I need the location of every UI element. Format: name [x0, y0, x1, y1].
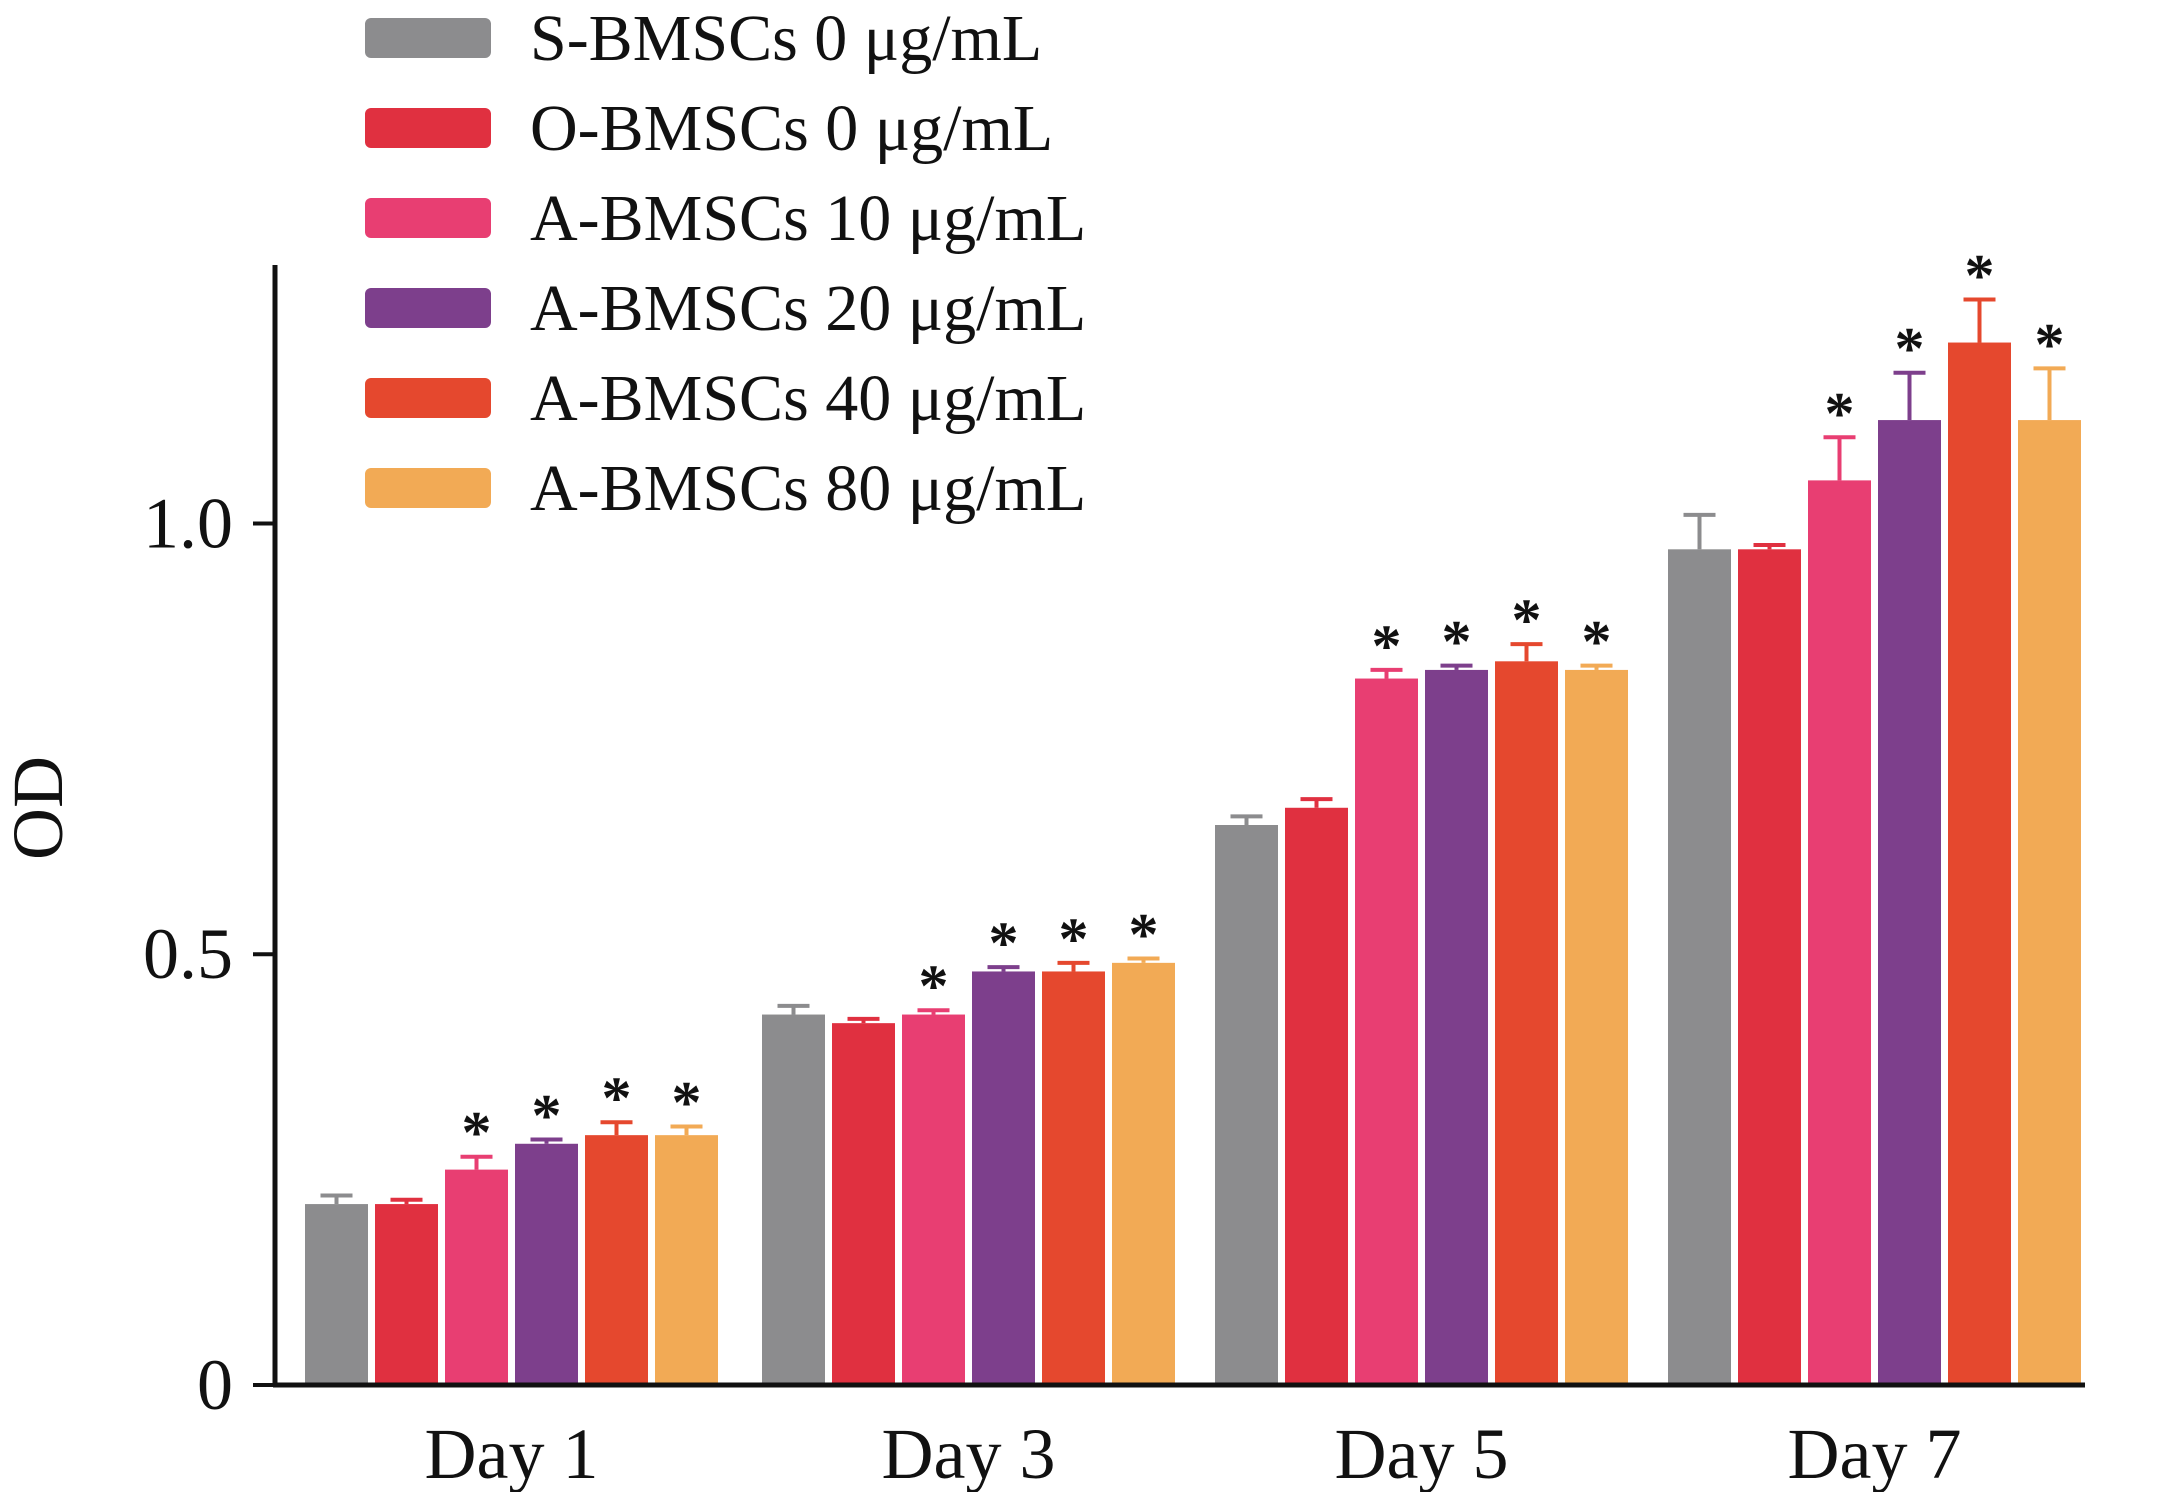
legend-swatch-o-bmscs-0-ug-ml: [365, 108, 491, 148]
x-tick-label: Day 7: [1788, 1414, 1962, 1492]
y-tick-label: 0.5: [143, 914, 233, 994]
bar-day-1-s-bmscs-0-ug-ml: [305, 1204, 368, 1385]
bar-day-1-a-bmscs-10-ug-ml: [445, 1169, 508, 1385]
legend-swatch-a-bmscs-80-ug-ml: [365, 468, 491, 508]
x-tick-label: Day 1: [425, 1414, 599, 1492]
legend-swatch-a-bmscs-20-ug-ml: [365, 288, 491, 328]
bar-day-7-a-bmscs-80-ug-ml: [2018, 420, 2081, 1386]
bar-day-5-a-bmscs-40-ug-ml: [1495, 661, 1558, 1385]
significance-marker: *: [1129, 902, 1159, 968]
y-axis: 0 0.5 1.0: [143, 265, 278, 1425]
significance-marker: *: [672, 1070, 702, 1136]
bar-day-5-a-bmscs-20-ug-ml: [1425, 669, 1488, 1385]
significance-marker: *: [989, 910, 1019, 976]
bar-day-1-o-bmscs-0-ug-ml: [375, 1204, 438, 1385]
significance-marker: *: [1582, 609, 1612, 675]
bar-day-7-s-bmscs-0-ug-ml: [1668, 549, 1731, 1385]
bar-day-5-s-bmscs-0-ug-ml: [1215, 825, 1278, 1385]
significance-marker: *: [1059, 906, 1089, 972]
significance-marker: *: [462, 1100, 492, 1166]
legend-label-o-bmscs-0-ug-ml: O-BMSCs 0 μg/mL: [530, 92, 1053, 165]
significance-marker: *: [1895, 316, 1925, 382]
x-axis: Day 1 Day 3 Day 5 Day 7: [273, 1382, 2085, 1492]
bar-day-3-a-bmscs-10-ug-ml: [902, 1014, 965, 1385]
legend-label-a-bmscs-10-ug-ml: A-BMSCs 10 μg/mL: [530, 182, 1086, 255]
bar-day-3-a-bmscs-80-ug-ml: [1112, 962, 1175, 1385]
significance-marker: *: [1825, 380, 1855, 446]
legend-swatch-a-bmscs-10-ug-ml: [365, 198, 491, 238]
bar-day-1-a-bmscs-20-ug-ml: [515, 1143, 578, 1385]
significance-marker: *: [2035, 311, 2065, 377]
y-axis-title: OD: [0, 756, 78, 860]
significance-marker: *: [602, 1065, 632, 1131]
bar-day-7-a-bmscs-40-ug-ml: [1948, 342, 2011, 1385]
significance-marker: *: [1372, 613, 1402, 679]
y-tick-label: 1.0: [143, 483, 233, 563]
significance-marker: *: [1442, 609, 1472, 675]
bar-day-5-a-bmscs-80-ug-ml: [1565, 669, 1628, 1385]
significance-marker: *: [1512, 587, 1542, 653]
bar-day-3-a-bmscs-40-ug-ml: [1042, 971, 1105, 1385]
bar-day-3-o-bmscs-0-ug-ml: [832, 1023, 895, 1385]
legend-label-a-bmscs-40-ug-ml: A-BMSCs 40 μg/mL: [530, 362, 1086, 435]
plot-area: * * * * * * * * * * * * * * * *: [305, 242, 2081, 1386]
legend-label-a-bmscs-80-ug-ml: A-BMSCs 80 μg/mL: [530, 452, 1086, 525]
significance-marker: *: [919, 953, 949, 1019]
legend-swatch-a-bmscs-40-ug-ml: [365, 378, 491, 418]
bar-day-7-a-bmscs-20-ug-ml: [1878, 420, 1941, 1386]
bar-day-7-o-bmscs-0-ug-ml: [1738, 549, 1801, 1385]
y-tick-label: 0: [197, 1345, 233, 1425]
bar-day-1-a-bmscs-40-ug-ml: [585, 1135, 648, 1385]
legend-label-a-bmscs-20-ug-ml: A-BMSCs 20 μg/mL: [530, 272, 1086, 345]
x-tick-label: Day 3: [882, 1414, 1056, 1492]
significance-marker: *: [532, 1082, 562, 1148]
bar-day-5-a-bmscs-10-ug-ml: [1355, 678, 1418, 1385]
bar-day-1-a-bmscs-80-ug-ml: [655, 1135, 718, 1385]
significance-marker: *: [1965, 242, 1995, 308]
bar-day-5-o-bmscs-0-ug-ml: [1285, 807, 1348, 1385]
legend: S-BMSCs 0 μg/mL O-BMSCs 0 μg/mL A-BMSCs 10…: [365, 2, 1086, 525]
bar-day-3-a-bmscs-20-ug-ml: [972, 971, 1035, 1385]
bar-day-3-s-bmscs-0-ug-ml: [762, 1014, 825, 1385]
legend-swatch-s-bmscs-0-ug-ml: [365, 18, 491, 58]
legend-label-s-bmscs-0-ug-ml: S-BMSCs 0 μg/mL: [530, 2, 1042, 75]
bar-day-7-a-bmscs-10-ug-ml: [1808, 480, 1871, 1385]
x-tick-label: Day 5: [1335, 1414, 1509, 1492]
